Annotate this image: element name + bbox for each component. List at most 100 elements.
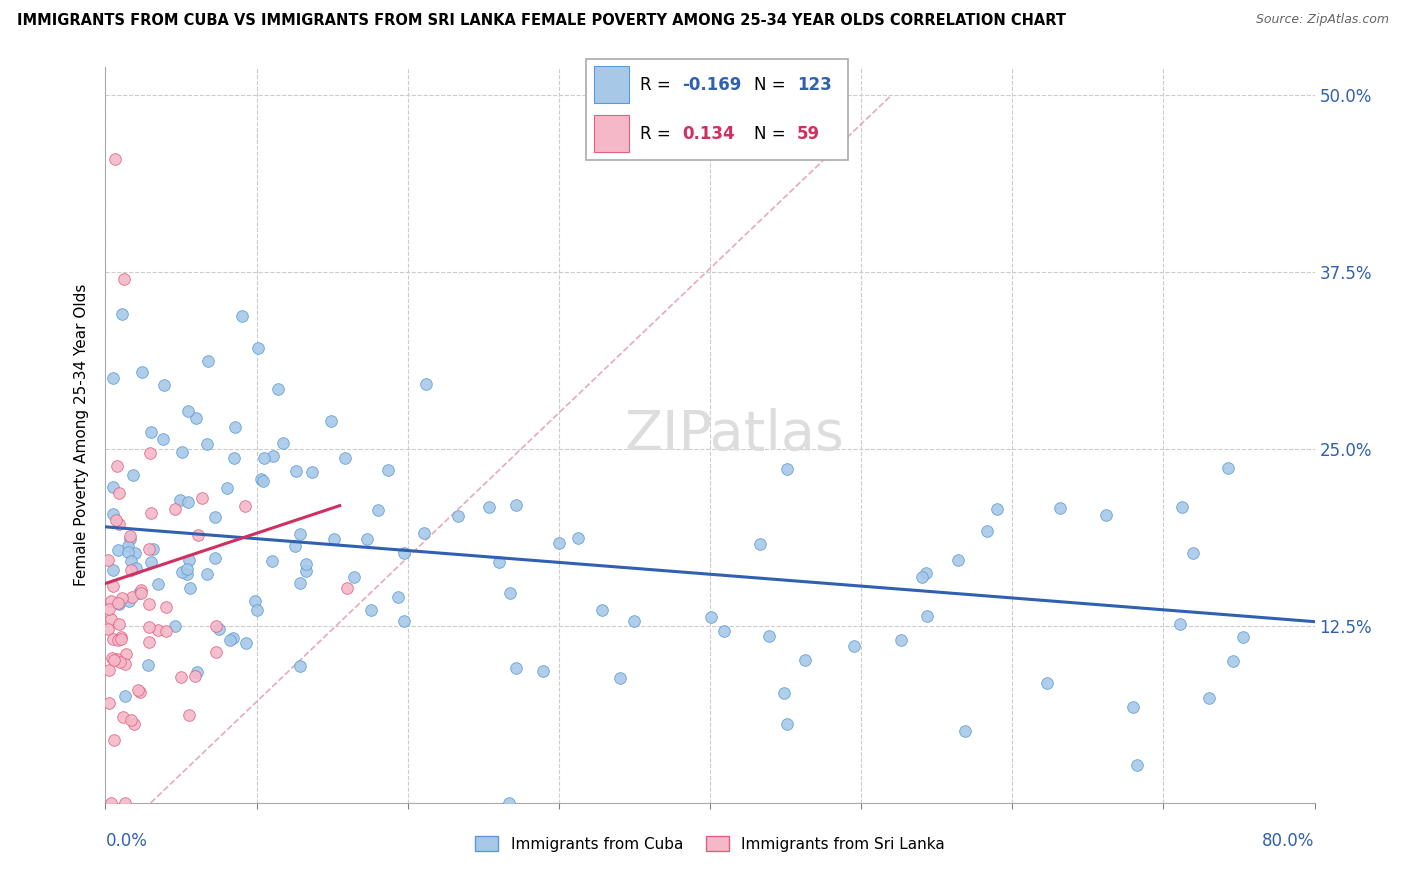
Point	[152, 433, 174, 447]
Point	[360, 603, 382, 617]
Point	[141, 425, 163, 439]
Point	[1126, 757, 1149, 772]
Point	[186, 665, 208, 679]
Text: R =: R =	[640, 125, 676, 143]
Point	[122, 467, 145, 482]
Point	[98, 696, 121, 710]
Point	[415, 377, 437, 392]
Point	[911, 570, 934, 584]
Point	[105, 459, 128, 474]
Point	[103, 653, 125, 667]
Point	[215, 481, 238, 495]
Point	[169, 493, 191, 508]
Point	[131, 365, 153, 379]
Point	[100, 594, 122, 608]
Point	[100, 796, 122, 810]
Point	[153, 378, 176, 392]
Point	[117, 539, 139, 553]
Point	[319, 414, 342, 428]
Point	[101, 370, 124, 384]
Point	[205, 619, 228, 633]
Point	[290, 526, 312, 541]
Point	[108, 597, 131, 611]
Point	[107, 597, 129, 611]
Point	[609, 672, 631, 686]
Point	[1035, 676, 1057, 690]
Point	[356, 532, 378, 546]
Text: Source: ZipAtlas.com: Source: ZipAtlas.com	[1256, 13, 1389, 27]
Point	[195, 437, 218, 451]
Point	[204, 551, 226, 566]
Point	[231, 309, 253, 323]
Point	[179, 553, 201, 567]
Point	[101, 650, 124, 665]
Point	[101, 507, 124, 521]
Text: IMMIGRANTS FROM CUBA VS IMMIGRANTS FROM SRI LANKA FEMALE POVERTY AMONG 25-34 YEA: IMMIGRANTS FROM CUBA VS IMMIGRANTS FROM …	[17, 13, 1066, 29]
Point	[1095, 508, 1118, 523]
Point	[97, 602, 120, 616]
Point	[1232, 630, 1254, 644]
Point	[953, 723, 976, 738]
Point	[284, 464, 307, 478]
Point	[205, 645, 228, 659]
Point	[1218, 460, 1240, 475]
Point	[177, 495, 200, 509]
Point	[163, 501, 186, 516]
Point	[139, 446, 162, 460]
Point	[295, 557, 318, 571]
Point	[138, 635, 160, 649]
Point	[392, 614, 415, 628]
Point	[183, 669, 205, 683]
Point	[498, 586, 520, 600]
Point	[284, 540, 307, 554]
Point	[177, 708, 200, 723]
Point	[591, 603, 613, 617]
Point	[488, 555, 510, 569]
Point	[447, 509, 470, 524]
Point	[118, 533, 141, 547]
Point	[142, 542, 165, 557]
Point	[176, 562, 198, 576]
Point	[267, 382, 290, 396]
Point	[478, 500, 501, 514]
Text: N =: N =	[755, 125, 792, 143]
Point	[170, 565, 193, 579]
Point	[1171, 500, 1194, 514]
Text: N =: N =	[755, 76, 792, 94]
Point	[110, 632, 132, 647]
Point	[204, 510, 226, 524]
Point	[114, 796, 136, 810]
Point	[114, 647, 136, 661]
Point	[111, 591, 134, 605]
Point	[184, 411, 207, 425]
Point	[262, 450, 284, 464]
Point	[110, 630, 132, 644]
Point	[713, 624, 735, 638]
Point	[260, 554, 283, 568]
Point	[335, 450, 357, 465]
Point	[138, 597, 160, 611]
Point	[121, 590, 143, 604]
Point	[758, 629, 780, 643]
Point	[114, 690, 136, 704]
Point	[623, 614, 645, 628]
Text: 0.0%: 0.0%	[105, 832, 148, 850]
Point	[120, 554, 142, 568]
Point	[224, 420, 246, 434]
Point	[105, 513, 128, 527]
Point	[97, 622, 120, 636]
Point	[946, 552, 969, 566]
Point	[295, 564, 318, 578]
Point	[170, 670, 193, 684]
Point	[1222, 654, 1244, 668]
Point	[138, 620, 160, 634]
Point	[176, 567, 198, 582]
Point	[108, 655, 131, 669]
Point	[505, 661, 527, 675]
Point	[138, 542, 160, 557]
Point	[138, 657, 160, 672]
Point	[343, 569, 366, 583]
Point	[498, 796, 520, 810]
Point	[1198, 691, 1220, 706]
Point	[128, 684, 150, 698]
